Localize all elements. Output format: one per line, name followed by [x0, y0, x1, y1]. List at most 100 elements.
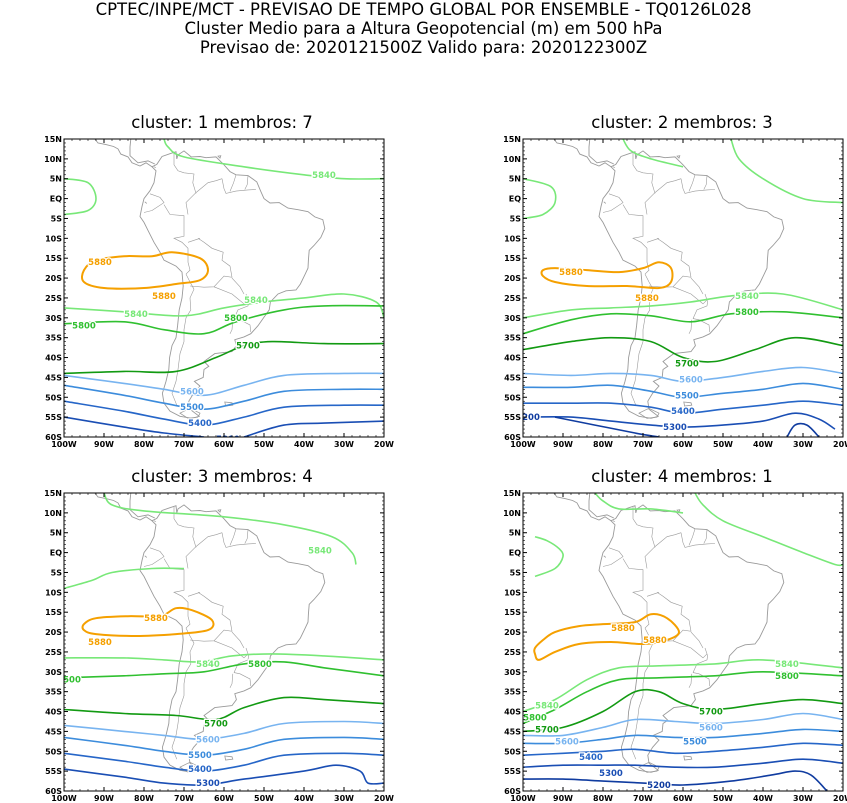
contour-label: 5700 — [535, 725, 559, 735]
lat-tick-label: 5S — [510, 214, 522, 223]
country-border — [612, 520, 616, 522]
country-border — [153, 166, 157, 168]
country-border — [189, 238, 233, 288]
country-border — [630, 273, 654, 406]
country-border — [163, 204, 171, 215]
country-border — [163, 558, 171, 569]
contour-label: 5880 — [643, 636, 667, 646]
lon-tick-label: 70W — [174, 794, 194, 803]
coastline-layer — [93, 493, 326, 773]
country-border — [644, 178, 682, 215]
country-border — [213, 640, 249, 659]
lon-tick-label: 30W — [334, 794, 354, 803]
contour-line-5800 — [523, 310, 843, 335]
lon-tick-label: 50W — [254, 794, 274, 803]
country-border — [632, 506, 656, 548]
lat-tick-label: 15S — [45, 608, 62, 617]
contour-label: 5300 — [196, 779, 220, 789]
country-border — [602, 193, 624, 213]
contour-line-5840 — [523, 659, 843, 713]
contour-line-5840 — [64, 177, 97, 216]
contour-label: 5800 — [248, 660, 272, 670]
country-border — [688, 174, 696, 192]
lat-tick-label: 50S — [45, 393, 62, 402]
country-border — [646, 238, 660, 243]
country-border — [680, 532, 716, 548]
contour-line-5600 — [523, 712, 843, 737]
lat-tick-label: 15S — [504, 608, 521, 617]
country-border — [692, 300, 709, 319]
contour-label: 5880 — [88, 258, 112, 268]
contour-label: 5800 — [224, 314, 248, 324]
central-america-coastline-east — [129, 139, 155, 165]
island-coastline — [683, 755, 693, 761]
contour-label: 5880 — [559, 268, 583, 278]
lon-tick-label: 70W — [633, 794, 653, 803]
central-america-coastline — [552, 139, 612, 168]
contour-label: 5300 — [216, 435, 240, 445]
lon-tick-label: 20W — [833, 794, 847, 803]
country-border — [229, 174, 237, 192]
contour-line-5840 — [64, 293, 384, 319]
contour-label: 5700 — [675, 359, 699, 369]
island-coastline — [676, 155, 681, 159]
south-america-coastline — [139, 504, 326, 773]
contour-label: 500 — [63, 676, 81, 686]
contour-line-5300 — [243, 420, 384, 437]
lat-tick-label: 40S — [504, 708, 521, 717]
contour-line-5400 — [523, 400, 843, 415]
contour-line-5880 — [533, 613, 681, 661]
lat-tick-label: 10S — [45, 234, 62, 243]
lat-tick-label: 50S — [504, 747, 521, 756]
contour-label: 5800 — [735, 308, 759, 318]
country-border — [173, 506, 197, 548]
contour-line-5800 — [523, 670, 843, 725]
contour-label: 5840 — [308, 547, 332, 557]
country-border — [692, 672, 711, 687]
lat-tick-label: 20S — [504, 274, 521, 283]
country-border — [688, 528, 696, 546]
lat-tick-label: 5N — [509, 529, 521, 538]
header-line-2: Cluster Medio para a Altura Geopotencial… — [184, 19, 663, 38]
country-border — [632, 152, 656, 194]
lon-tick-label: 20W — [833, 440, 847, 449]
lat-tick-label: 55S — [504, 767, 521, 776]
contour-line-5840 — [534, 535, 564, 578]
lon-tick-label: 80W — [134, 794, 154, 803]
lat-tick-label: 35S — [504, 334, 521, 343]
contour-label: 5600 — [679, 375, 703, 385]
lon-tick-label: 20W — [374, 440, 394, 449]
central-america-coastline-east — [129, 493, 155, 519]
contour-label: 5840 — [312, 171, 336, 181]
coastline-layer — [552, 493, 785, 773]
contour-label: 5840 — [775, 660, 799, 670]
country-border — [672, 286, 708, 305]
panel-1-title: cluster: 1 membros: 7 — [131, 113, 313, 132]
contour-line-5840 — [163, 139, 384, 180]
lat-tick-label: 60S — [45, 787, 62, 796]
map-panel-4-content: 5880588058405800584058005700570056005600… — [523, 493, 843, 791]
lon-tick-label: 60W — [673, 794, 693, 803]
contour-label: 5840 — [124, 310, 148, 320]
contour-line-5700 — [523, 336, 843, 363]
country-border — [213, 286, 249, 305]
contour-line-5840 — [64, 653, 384, 663]
contour-line-5200 — [786, 422, 820, 437]
contour-label: 5880 — [611, 624, 635, 634]
lat-tick-label: 5S — [510, 568, 522, 577]
contour-line-5700 — [64, 340, 384, 375]
contour-label: 5700 — [204, 719, 228, 729]
country-border — [233, 672, 252, 687]
lon-tick-label: 30W — [793, 794, 813, 803]
contour-line-5500 — [64, 736, 384, 757]
central-america-coastline-east — [588, 493, 614, 519]
lon-tick-label: 40W — [753, 794, 773, 803]
lon-tick-label: 70W — [174, 440, 194, 449]
country-border — [233, 318, 252, 333]
island-coastline — [224, 755, 234, 761]
contour-line-5500 — [523, 382, 843, 399]
lat-tick-label: EQ — [509, 549, 521, 558]
lat-tick-label: 30S — [504, 314, 521, 323]
contour-label: 5880 — [144, 614, 168, 624]
island-coastline — [217, 509, 222, 513]
